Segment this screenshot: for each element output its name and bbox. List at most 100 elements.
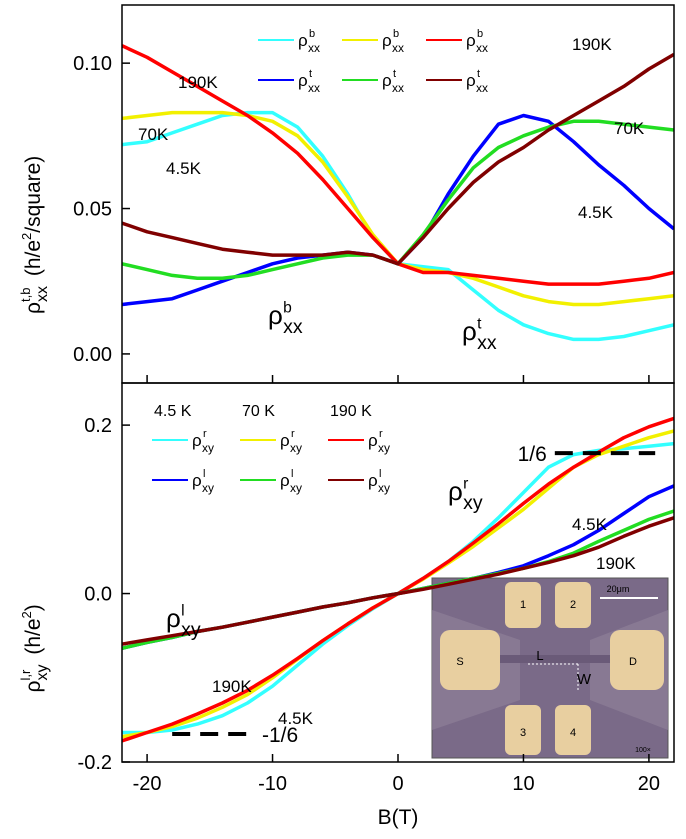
subscript: xy: [34, 665, 51, 681]
legend-subscript: xy: [202, 441, 214, 455]
plot-area: [122, 416, 674, 743]
legend-label: ρt xx: [466, 68, 488, 95]
unit-end: /square): [22, 156, 45, 233]
y-tick-label: 0.0: [84, 584, 112, 606]
curve-label: ρb xx: [268, 299, 303, 338]
legend-superscript: b: [309, 28, 315, 40]
inset-label: 20μm: [607, 584, 630, 594]
legend-subscript: xx: [476, 81, 488, 95]
inset-label: W: [577, 671, 592, 688]
legend-text: ρb xx: [382, 28, 404, 55]
x-tick-label: 20: [638, 773, 660, 795]
legend-subscript: xy: [378, 441, 390, 455]
superscript: r: [463, 475, 468, 492]
legend-label: ρl xy: [192, 468, 214, 495]
curve-label: ρl xy: [166, 602, 201, 641]
legend-header: 190 K: [330, 403, 372, 420]
legend-subscript: xx: [308, 81, 320, 95]
legend-text: ρr xy: [368, 428, 390, 455]
superscript: l,r: [18, 669, 33, 681]
y-tick-label: -0.2: [78, 752, 112, 774]
inset-label: L: [536, 648, 543, 663]
inset-label: 100×: [635, 747, 651, 754]
subscript: xy: [463, 492, 483, 514]
annotation: 190K: [572, 35, 612, 54]
data-line: [122, 119, 674, 281]
legend-superscript: b: [393, 28, 399, 40]
data-line: [122, 52, 674, 266]
unit: (h/e: [22, 618, 45, 660]
curve-label: ρr xy: [448, 475, 483, 514]
legend-label: ρl xy: [280, 468, 302, 495]
superscript: t: [477, 315, 482, 332]
legend-text: ρl xy: [280, 468, 302, 495]
legend-symbol: ρ: [382, 31, 392, 50]
superscript: l: [181, 602, 184, 619]
legend-symbol: ρ: [192, 471, 202, 490]
symbol: ρ: [268, 300, 283, 330]
legend-symbol: ρ: [280, 471, 290, 490]
legend-header: 70 K: [242, 403, 275, 420]
inset-label: 1: [520, 599, 526, 611]
legend-text: ρt xx: [466, 68, 488, 95]
annotation: 4.5K: [166, 159, 202, 178]
legend-superscript: t: [393, 68, 396, 80]
legend-label: ρb xx: [382, 28, 404, 55]
legend-header: 4.5 K: [154, 403, 192, 420]
subscript: xx: [34, 286, 51, 302]
reference-label: 1/6: [518, 443, 547, 466]
y-axis-title: ρt,bxx (h/e2/square): [18, 156, 51, 314]
inset-label: S: [456, 656, 463, 668]
unit: (h/e: [22, 240, 45, 282]
legend-subscript: xy: [202, 481, 214, 495]
legend-text: ρl xy: [368, 468, 390, 495]
reference-label: -1/6: [262, 724, 298, 747]
y-axis-title: ρl,rxy (h/e2): [18, 604, 51, 692]
legend-label: ρl xy: [368, 468, 390, 495]
inset-label: 4: [570, 727, 576, 739]
legend-text: ρt xx: [382, 68, 404, 95]
legend-symbol: ρ: [368, 431, 378, 450]
legend-label: ρb xx: [466, 28, 488, 55]
annotation: 4.5K: [278, 709, 314, 728]
legend-subscript: xx: [392, 41, 404, 55]
legend-subscript: xx: [308, 41, 320, 55]
legend-subscript: xy: [378, 481, 390, 495]
legend-label: ρr xy: [280, 428, 302, 455]
legend-superscript: b: [477, 28, 483, 40]
inset-label: D: [629, 656, 637, 668]
legend-text: ρr xy: [280, 428, 302, 455]
legend-label: ρr xy: [368, 428, 390, 455]
subscript: xx: [283, 316, 303, 338]
subscript: xx: [477, 332, 497, 354]
y-axis-title-text: ρt,bxx (h/e2/square): [18, 156, 51, 314]
legend-text: ρb xx: [466, 28, 488, 55]
legend-label: ρt xx: [382, 68, 404, 95]
x-axis-title: B(T): [378, 806, 419, 829]
legend-subscript: xy: [290, 441, 302, 455]
curve-label-text: ρr xy: [448, 475, 483, 514]
x-tick-label: -20: [133, 773, 162, 795]
legend-subscript: xx: [392, 81, 404, 95]
legend-superscript: r: [203, 428, 207, 440]
inset-label: 2: [570, 599, 576, 611]
y-tick-label: 0.00: [73, 344, 112, 366]
legend-subscript: xx: [476, 41, 488, 55]
superscript: t,b: [18, 288, 33, 302]
superscript: b: [283, 299, 292, 316]
legend-symbol: ρ: [368, 471, 378, 490]
panel-frame: [121, 4, 675, 384]
inset-photo: 1 2 S D 3 4 L W 20μm 100×: [431, 577, 669, 759]
y-tick-label: 0.2: [84, 415, 112, 437]
legend-symbol: ρ: [466, 71, 476, 90]
legend-superscript: r: [291, 428, 295, 440]
symbol: ρ: [462, 316, 477, 346]
legend-subscript: xy: [290, 481, 302, 495]
legend-text: ρt xx: [298, 68, 320, 95]
legend-label: ρb xx: [298, 28, 320, 55]
legend-symbol: ρ: [298, 71, 308, 90]
legend-symbol: ρ: [280, 431, 290, 450]
unit-superscript: 2: [19, 233, 34, 240]
legend-text: ρl xy: [192, 468, 214, 495]
